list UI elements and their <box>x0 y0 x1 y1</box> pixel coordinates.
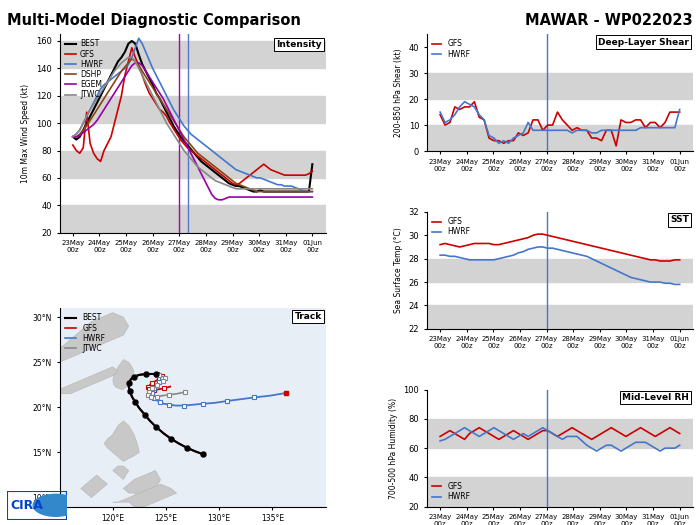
Bar <box>60 41 326 68</box>
Text: SST: SST <box>670 215 689 224</box>
Text: Multi-Model Diagnostic Comparison: Multi-Model Diagnostic Comparison <box>7 13 301 28</box>
Y-axis label: 10m Max Wind Speed (kt): 10m Max Wind Speed (kt) <box>22 84 30 183</box>
Polygon shape <box>113 484 176 507</box>
Text: Deep-Layer Shear: Deep-Layer Shear <box>598 38 689 47</box>
Bar <box>427 125 693 151</box>
Bar <box>60 205 326 233</box>
Polygon shape <box>113 360 134 390</box>
Legend: BEST, GFS, HWRF, DSHP, EGEM, JTWC: BEST, GFS, HWRF, DSHP, EGEM, JTWC <box>63 38 105 101</box>
Text: MAWAR - WP022023: MAWAR - WP022023 <box>526 13 693 28</box>
Legend: BEST, GFS, HWRF, JTWC: BEST, GFS, HWRF, JTWC <box>63 312 107 354</box>
Legend: GFS, HWRF: GFS, HWRF <box>430 480 472 503</box>
Text: CIRA: CIRA <box>10 499 43 512</box>
Bar <box>427 259 693 282</box>
Polygon shape <box>80 475 107 498</box>
Y-axis label: 200-850 hPa Shear (kt): 200-850 hPa Shear (kt) <box>394 48 403 137</box>
Bar <box>60 96 326 123</box>
Bar <box>427 306 693 329</box>
Polygon shape <box>123 470 160 498</box>
Legend: GFS, HWRF: GFS, HWRF <box>430 216 472 238</box>
Polygon shape <box>60 312 129 362</box>
Text: Mid-Level RH: Mid-Level RH <box>622 393 689 402</box>
Polygon shape <box>60 367 118 394</box>
Bar <box>427 477 693 507</box>
Y-axis label: Sea Surface Temp (°C): Sea Surface Temp (°C) <box>394 227 403 313</box>
Y-axis label: 700-500 hPa Humidity (%): 700-500 hPa Humidity (%) <box>389 397 398 499</box>
Circle shape <box>33 495 78 516</box>
Polygon shape <box>104 421 139 461</box>
Bar <box>427 73 693 99</box>
Bar <box>427 419 693 448</box>
Legend: GFS, HWRF: GFS, HWRF <box>430 38 472 60</box>
Text: Track: Track <box>295 312 322 321</box>
Text: Intensity: Intensity <box>276 40 322 49</box>
Bar <box>60 151 326 178</box>
Polygon shape <box>113 466 129 479</box>
